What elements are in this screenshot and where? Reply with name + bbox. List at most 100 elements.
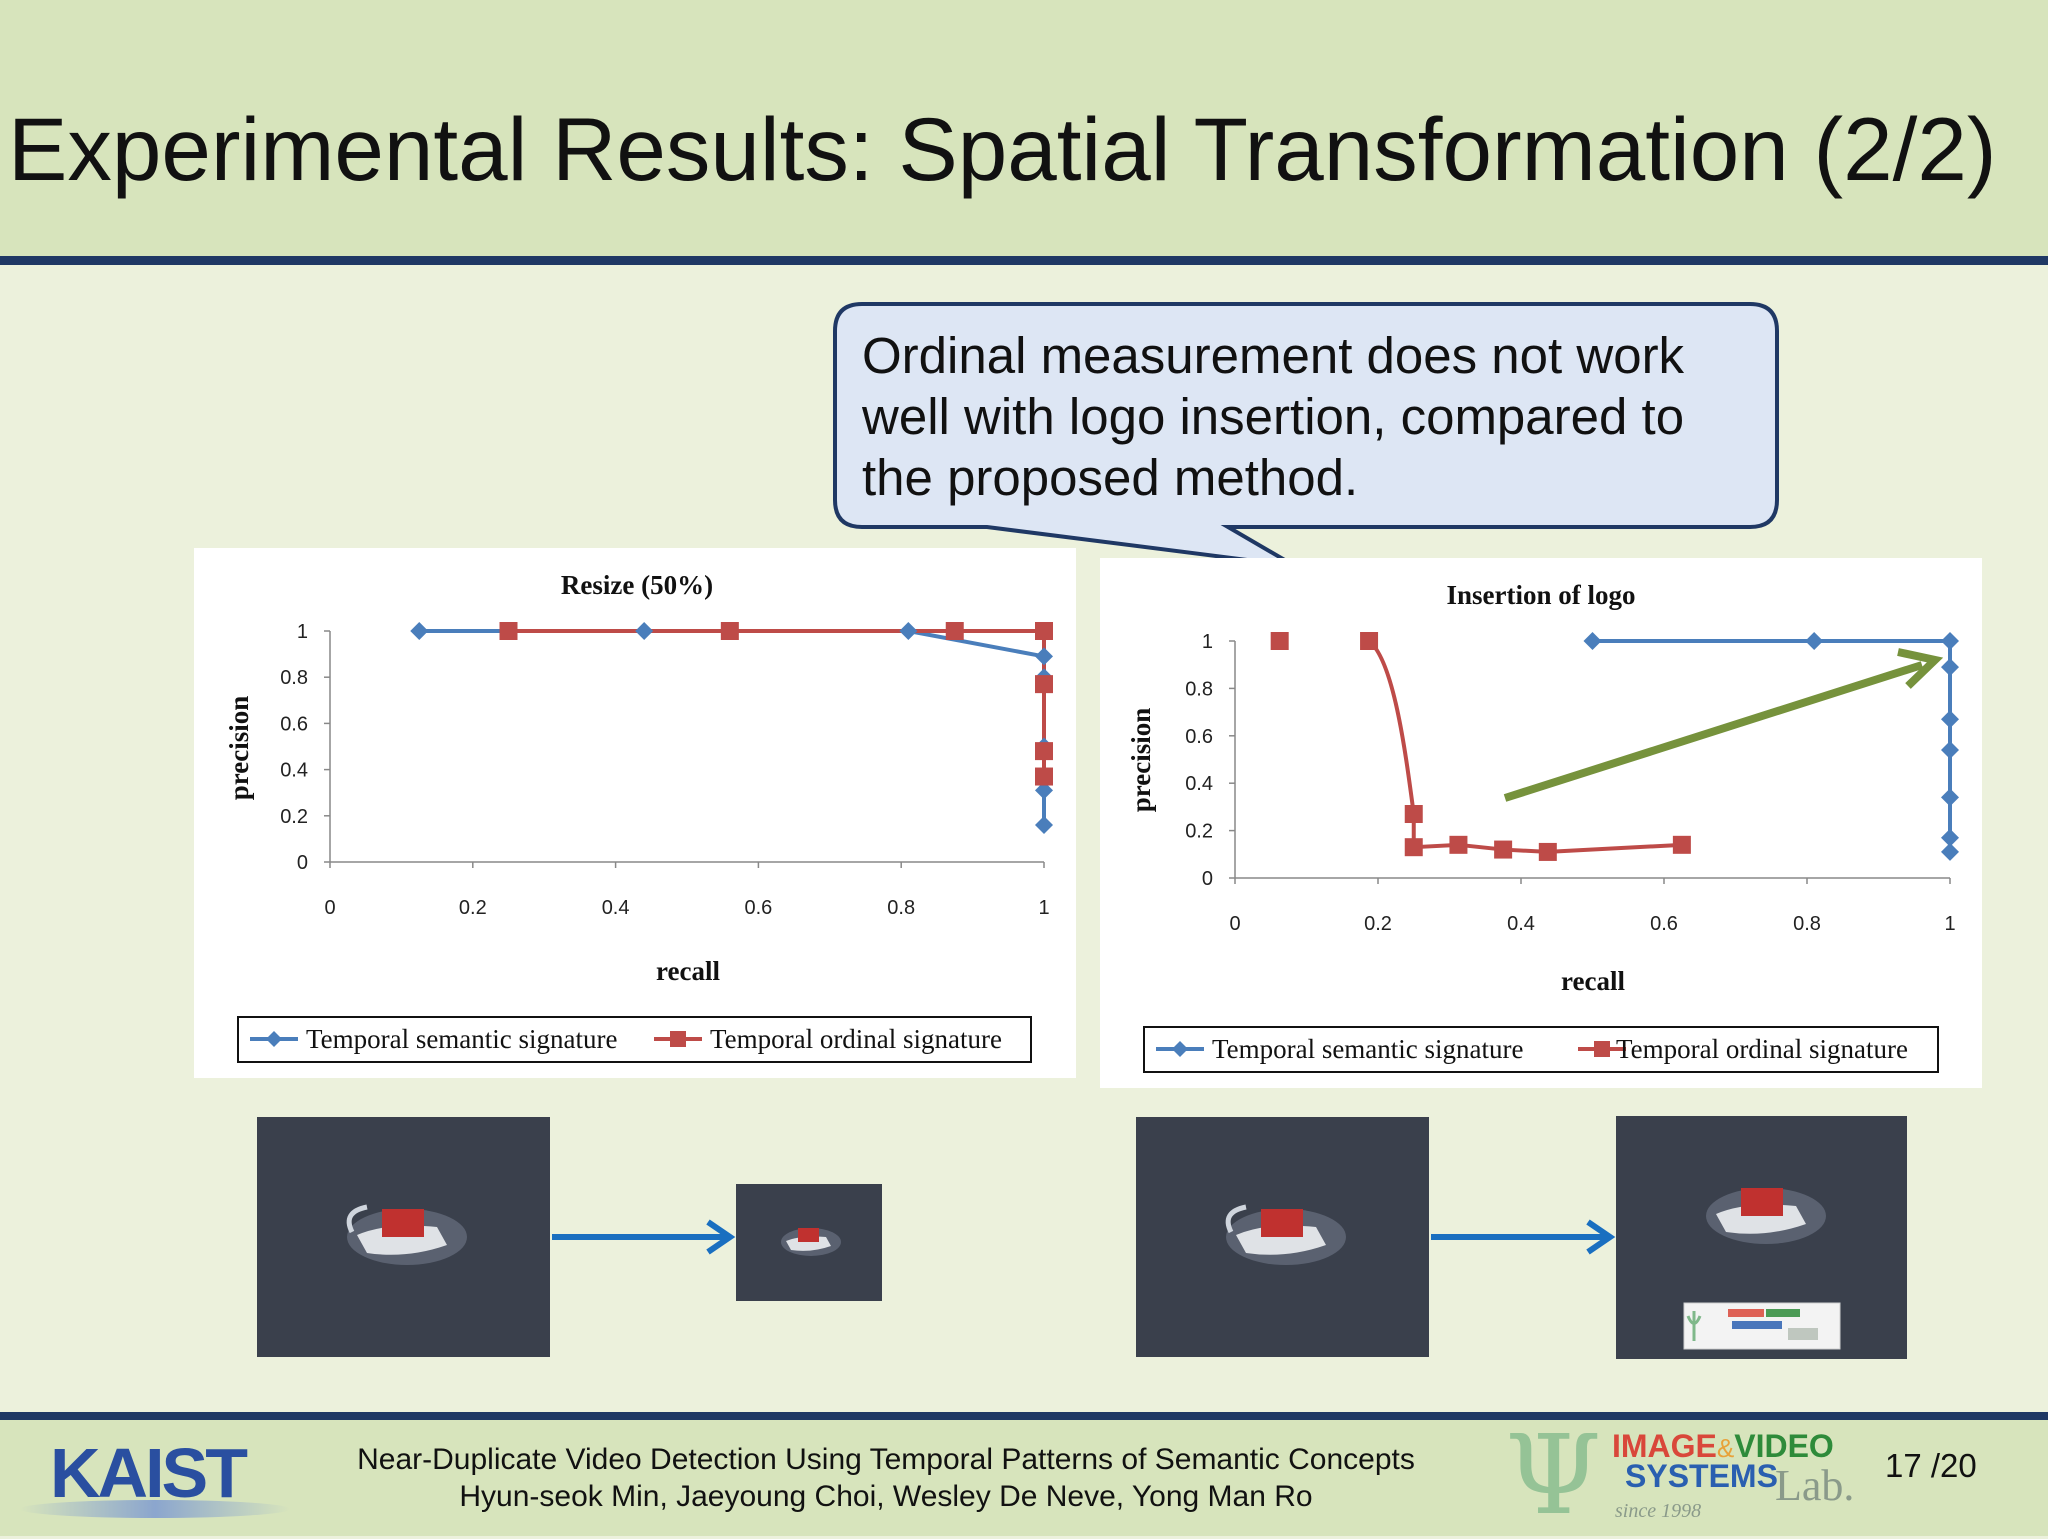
x-axis-title: recall xyxy=(1561,966,1625,996)
chart-title: Insertion of logo xyxy=(1447,580,1636,610)
kaist-logo: KAIST xyxy=(50,1434,248,1512)
x-tick-label: 0.8 xyxy=(1793,913,1821,935)
chart-resize: Resize (50%) precision recall 0 0.2 0.4 0.6… xyxy=(224,570,1053,1063)
y-tick-label: 0.2 xyxy=(1185,821,1213,843)
data-point-semantic xyxy=(1941,658,1959,677)
chart-logo-panel: Insertion of logo precision recall 0 0.2 0… xyxy=(1100,558,1982,1088)
data-point-ordinal xyxy=(720,622,739,640)
lab-logo-systems: SYSTEMS xyxy=(1625,1458,1778,1494)
original-frame-logo xyxy=(1136,1117,1429,1357)
title-band xyxy=(0,0,2048,256)
boat-image xyxy=(346,1204,467,1265)
x-axis-title: recall xyxy=(656,956,720,986)
y-axis-title: precision xyxy=(224,696,254,801)
y-tick-label: 0.4 xyxy=(280,760,308,782)
x-tick-label: 0.2 xyxy=(459,897,487,919)
lab-logo-image-word: IMAGE xyxy=(1612,1428,1717,1464)
data-point-semantic xyxy=(1035,781,1053,800)
y-tick-label: 1 xyxy=(1202,631,1213,653)
lab-logo-since: since 1998 xyxy=(1615,1500,1702,1522)
y-tick-label: 0.8 xyxy=(1185,678,1213,700)
y-tick-label: 0.8 xyxy=(280,667,308,689)
lab-logo-amp: & xyxy=(1716,1433,1735,1463)
x-tick-label: 0.8 xyxy=(887,897,915,919)
legend-label-ordinal: Temporal ordinal signature xyxy=(1616,1034,1908,1064)
lab-logo-icon: Ψ xyxy=(1505,1411,1602,1539)
page-number: 17 /20 xyxy=(1885,1447,1977,1484)
lab-logo-video-word: VIDEO xyxy=(1734,1428,1834,1464)
lab-logo-text: IMAGE&VIDEO xyxy=(1612,1428,1834,1465)
x-tick-label: 0 xyxy=(324,897,335,919)
legend-marker-ordinal xyxy=(1594,1041,1610,1057)
x-tick-label: 0.4 xyxy=(1507,913,1535,935)
x-tick-label: 1 xyxy=(1944,913,1955,935)
x-tick-label: 0.6 xyxy=(744,897,772,919)
data-point-ordinal xyxy=(499,622,518,640)
data-point-ordinal xyxy=(1035,767,1053,786)
legend-marker-semantic xyxy=(266,1031,282,1047)
data-point-semantic xyxy=(1941,710,1959,729)
boat-image-with-logo xyxy=(1683,1188,1841,1350)
kaist-logo-swoosh xyxy=(20,1500,290,1518)
footer-authors: Hyun-seok Min, Jaeyoung Choi, Wesley De … xyxy=(459,1480,1313,1513)
data-point-semantic xyxy=(1035,647,1053,666)
y-tick-label: 0 xyxy=(1202,868,1213,890)
data-point-ordinal xyxy=(1035,675,1053,694)
footer-paper-title: Near-Duplicate Video Detection Using Tem… xyxy=(357,1443,1415,1476)
y-tick-label: 1 xyxy=(297,621,308,643)
data-point-ordinal xyxy=(1035,622,1053,640)
series-line-semantic xyxy=(419,629,1046,826)
y-axis-title: precision xyxy=(1126,708,1156,813)
legend-marker-ordinal xyxy=(670,1031,686,1047)
lab-logo-lab: Lab. xyxy=(1775,1461,1855,1510)
x-tick-label: 0 xyxy=(1229,913,1240,935)
data-point-semantic xyxy=(1941,842,1959,861)
data-point-ordinal xyxy=(1672,835,1691,854)
x-tick-label: 0.4 xyxy=(602,897,630,919)
logo-inserted-frame xyxy=(1616,1116,1907,1359)
data-point-semantic xyxy=(1941,632,1959,650)
data-point-ordinal xyxy=(1404,838,1423,857)
callout-text: Ordinal measurement does not work well w… xyxy=(862,327,1685,506)
series-line-ordinal xyxy=(1367,639,1682,854)
original-frame-resize xyxy=(257,1117,550,1357)
y-tick-label: 0.2 xyxy=(280,806,308,828)
footer-band xyxy=(0,1420,2048,1536)
chart-logo-insertion: Insertion of logo precision recall 0 0.2 0… xyxy=(1126,580,1959,1073)
legend-label-ordinal: Temporal ordinal signature xyxy=(710,1024,1002,1054)
title-divider xyxy=(0,256,2048,265)
legend-label-semantic: Temporal semantic signature xyxy=(1212,1034,1524,1064)
y-tick-label: 0.4 xyxy=(1185,773,1213,795)
data-point-ordinal xyxy=(1270,632,1289,650)
data-point-ordinal xyxy=(1035,742,1053,761)
boat-image xyxy=(1225,1204,1346,1265)
x-tick-label: 0.2 xyxy=(1364,913,1392,935)
y-tick-label: 0 xyxy=(297,852,308,874)
y-tick-label: 0.6 xyxy=(280,713,308,735)
data-point-ordinal xyxy=(1449,835,1468,854)
data-point-semantic xyxy=(1941,788,1959,807)
x-tick-label: 0.6 xyxy=(1650,913,1678,935)
series-line-ordinal xyxy=(508,629,1046,777)
y-tick-label: 0.6 xyxy=(1185,726,1213,748)
data-point-semantic xyxy=(635,622,654,640)
chart-resize-panel: Resize (50%) precision recall 0 0.2 0.4 0.6… xyxy=(194,548,1076,1078)
data-point-ordinal xyxy=(945,622,964,640)
data-point-semantic xyxy=(410,622,429,640)
data-point-semantic xyxy=(1583,632,1602,650)
legend-label-semantic: Temporal semantic signature xyxy=(306,1024,618,1054)
data-point-ordinal xyxy=(1404,805,1423,824)
x-tick-label: 1 xyxy=(1038,897,1049,919)
slide-title: Experimental Results: Spatial Transforma… xyxy=(8,99,1997,199)
data-point-ordinal xyxy=(1360,632,1379,650)
data-point-semantic xyxy=(899,622,918,640)
data-point-semantic xyxy=(1941,828,1959,847)
data-point-semantic xyxy=(1035,816,1053,835)
legend-box xyxy=(237,1016,1032,1063)
resized-frame xyxy=(736,1184,882,1301)
data-point-semantic xyxy=(1941,741,1959,760)
series-line-semantic xyxy=(1592,639,1952,852)
legend-marker-semantic xyxy=(1172,1041,1188,1057)
data-point-ordinal xyxy=(1538,842,1557,861)
data-point-ordinal xyxy=(1494,840,1513,859)
